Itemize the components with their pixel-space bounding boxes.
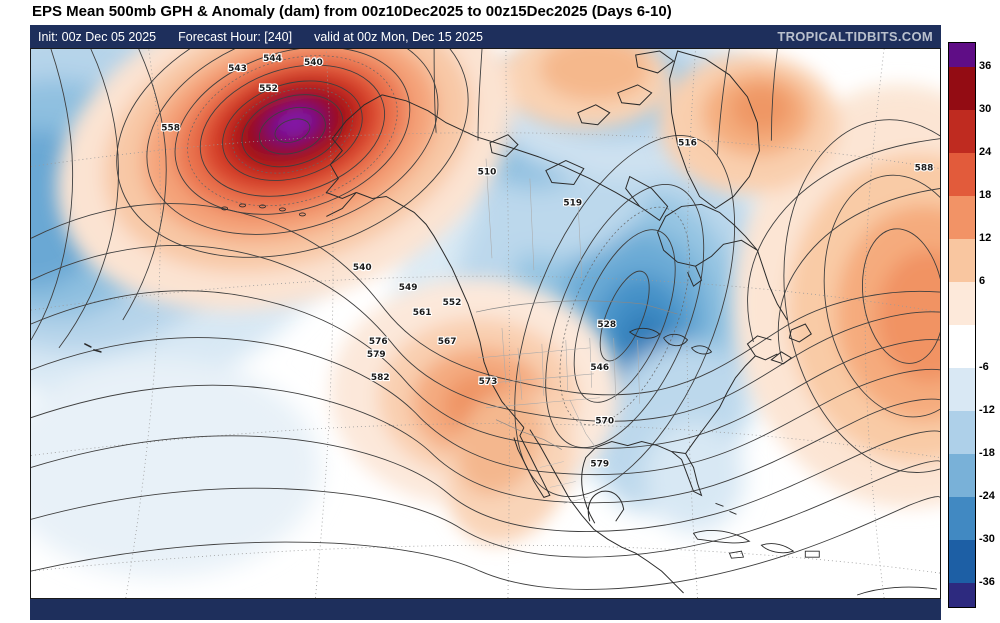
contour-label: 544 <box>263 54 282 64</box>
contour-label: 552 <box>443 298 462 308</box>
colorbar-tick-label: 6 <box>979 275 986 287</box>
map-svg: 544 540 543 552 558 510 519 516 588 540 549 552 561 5… <box>31 49 940 598</box>
colorbar-segment <box>949 67 975 110</box>
contour-label: 558 <box>161 124 180 134</box>
colorbar-segment <box>949 282 975 325</box>
contour-label: 543 <box>228 64 247 74</box>
colorbar-segment <box>949 110 975 153</box>
contour-labels-layer: 544 540 543 552 558 510 519 516 588 540 549 552 561 5… <box>160 53 934 471</box>
chart-title: EPS Mean 500mb GPH & Anomaly (dam) from … <box>32 3 672 20</box>
bottom-bar <box>30 599 941 620</box>
colorbar-tick-label: 36 <box>979 60 992 72</box>
colorbar-tick-label: -6 <box>979 361 989 373</box>
contour-label: 576 <box>369 337 388 347</box>
colorbar-tick-label: -30 <box>979 533 995 545</box>
colorbar-tick-label: 30 <box>979 103 992 115</box>
contour-label: 510 <box>478 168 497 178</box>
contour-label: 588 <box>915 164 934 174</box>
colorbar-segment <box>949 454 975 497</box>
contour-label: 549 <box>399 283 418 293</box>
contour-label: 579 <box>367 350 386 360</box>
contour-label: 516 <box>678 139 697 149</box>
colorbar-segment <box>949 368 975 411</box>
colorbar-segment <box>949 325 975 368</box>
colorbar-tick-label: 24 <box>979 146 992 158</box>
contour-layer <box>31 49 940 590</box>
map-canvas: 544 540 543 552 558 510 519 516 588 540 549 552 561 5… <box>30 48 941 599</box>
contour-label: 570 <box>595 417 614 427</box>
init-time: Init: 00z Dec 05 2025 <box>38 29 157 44</box>
colorbar-segment <box>949 196 975 239</box>
contour-label: 540 <box>353 263 372 273</box>
colorbar-segment <box>949 411 975 454</box>
valid-time: valid at 00z Mon, Dec 15 2025 <box>314 29 483 44</box>
contour-label: 519 <box>563 198 582 208</box>
contour-label: 579 <box>590 459 609 469</box>
anomaly-shading-layer <box>31 49 940 578</box>
contour-label: 567 <box>438 337 457 347</box>
graticule-layer <box>31 49 940 598</box>
contour-label: 546 <box>590 363 609 373</box>
info-bar: Init: 00z Dec 05 2025 Forecast Hour: [24… <box>30 25 941 48</box>
colorbar-tick-label: 12 <box>979 232 992 244</box>
contour-label: 573 <box>479 377 498 387</box>
contour-label: 528 <box>597 320 616 330</box>
contour-label: 540 <box>304 58 323 68</box>
colorbar-segment <box>949 540 975 583</box>
contour-label: 552 <box>259 84 278 94</box>
colorbar-segment <box>949 583 975 607</box>
colorbar-segment <box>949 497 975 540</box>
colorbar-segment <box>949 239 975 282</box>
colorbar-tick-label: -36 <box>979 576 995 588</box>
colorbar-tick-label: -12 <box>979 404 995 416</box>
forecast-hour: Forecast Hour: [240] <box>178 29 293 44</box>
colorbar-tick-label: -24 <box>979 490 995 502</box>
colorbar <box>948 42 976 608</box>
contour-label: 561 <box>413 308 432 318</box>
colorbar-tick-label: -18 <box>979 447 995 459</box>
colorbar-segment <box>949 43 975 67</box>
colorbar-segment <box>949 153 975 196</box>
colorbar-tick-label: 18 <box>979 189 992 201</box>
coastline-layer <box>84 50 938 596</box>
watermark: TROPICALTIDBITS.COM <box>777 29 933 44</box>
contour-label: 582 <box>371 373 390 383</box>
